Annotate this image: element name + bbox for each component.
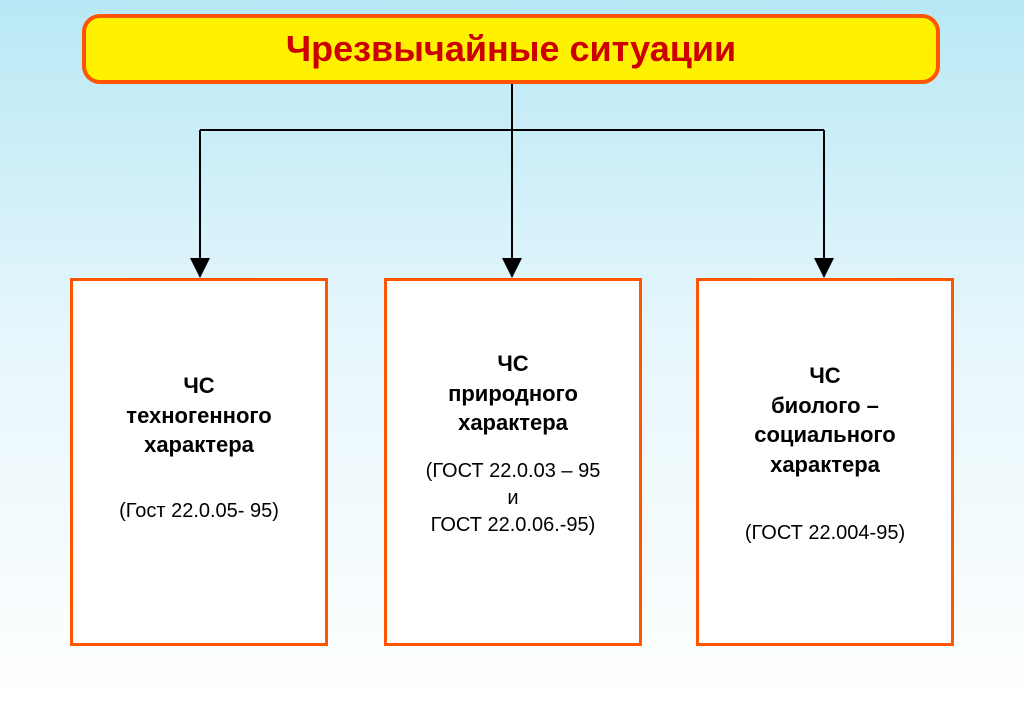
card-technogenic: ЧСтехногенногохарактера (Гост 22.0.05- 9… — [70, 278, 328, 646]
card-title: ЧСтехногенногохарактера — [126, 371, 271, 460]
card-ref: (ГОСТ 22.0.03 – 95иГОСТ 22.0.06.-95) — [426, 458, 601, 539]
card-ref: (Гост 22.0.05- 95) — [119, 498, 279, 525]
card-natural: ЧСприродногохарактера (ГОСТ 22.0.03 – 95… — [384, 278, 642, 646]
page-title: Чрезвычайные ситуации — [286, 28, 736, 70]
card-ref: (ГОСТ 22.004-95) — [745, 520, 905, 547]
card-title: ЧСприродногохарактера — [448, 349, 578, 438]
card-title: ЧСбиолого – социальногохарактера — [719, 361, 931, 480]
title-box: Чрезвычайные ситуации — [82, 14, 940, 84]
card-biosocial: ЧСбиолого – социальногохарактера (ГОСТ 2… — [696, 278, 954, 646]
